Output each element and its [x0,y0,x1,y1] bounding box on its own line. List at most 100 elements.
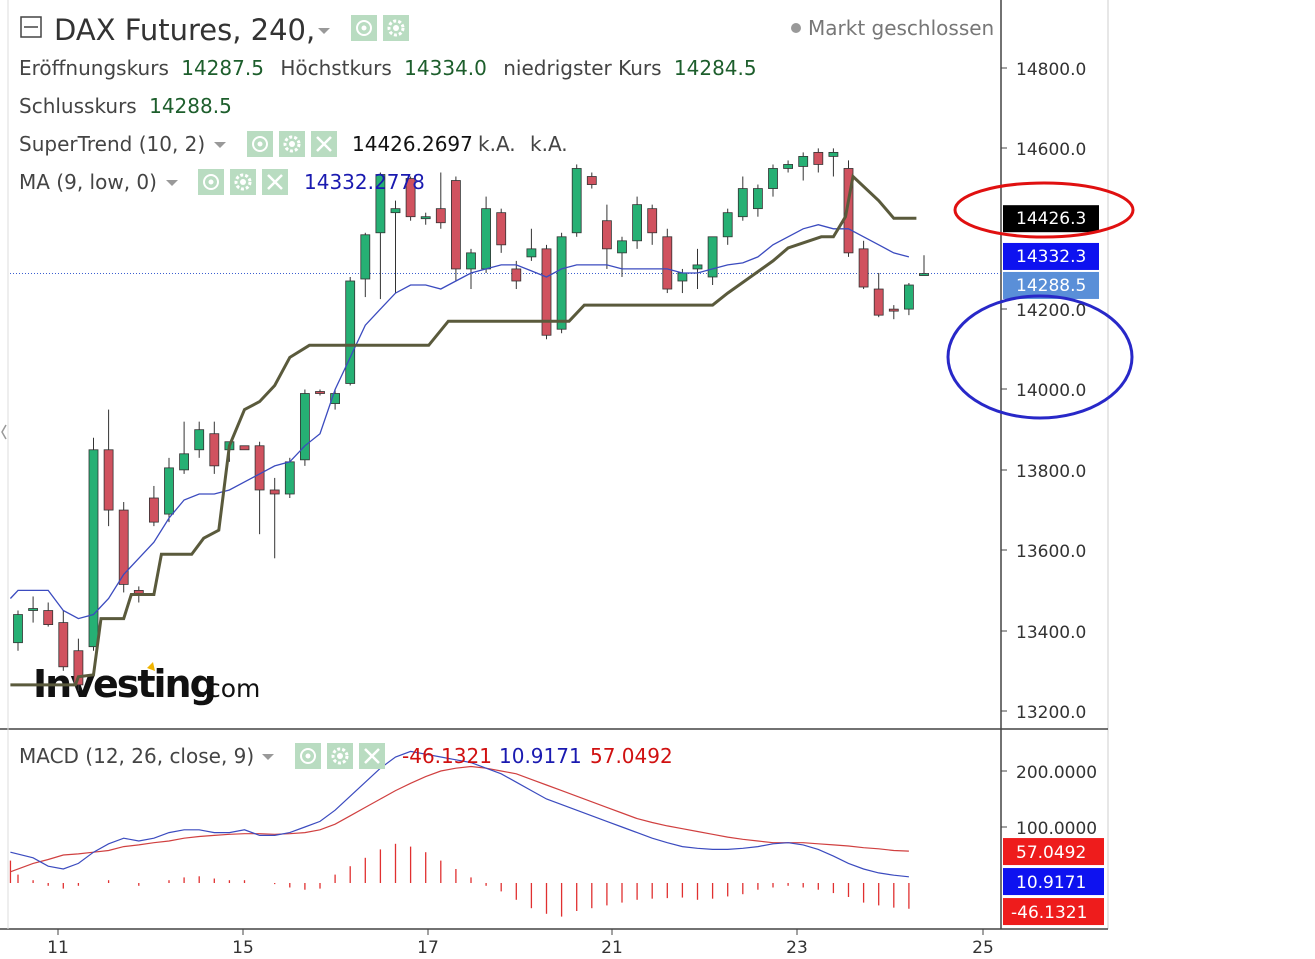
candle-up [481,208,492,270]
candle-down [435,208,446,224]
candle-up [526,248,537,258]
ma-eye-icon[interactable] [198,169,224,195]
macd-tick-label: 100.0000 [1016,819,1097,839]
ma-dropdown-icon[interactable] [166,180,178,186]
candles-layer [13,148,929,691]
candle-up [798,156,809,167]
price-label-ma: 14332.3 [1003,242,1099,270]
macd-axis[interactable]: 200.0000 100.0000 [1001,763,1097,839]
candle-down [586,176,597,185]
macd-label-bg [1003,898,1104,926]
candle-up [299,393,310,461]
price-label-text: 14332.3 [1016,247,1086,267]
candle-up [768,168,778,189]
candle-down [239,445,250,451]
macd-label: MACD (12, 26, close, 9) [19,744,254,768]
candle-up [179,453,190,471]
macd-line [10,750,909,878]
candle-up [707,236,718,278]
supertrend-gear-icon[interactable] [279,131,305,157]
low-value: 14284.5 [674,56,757,80]
price-label-supertrend: 14426.3 [1003,205,1099,233]
ohlc-line: Eröffnungskurs 14287.5 Höchstkurs 14334.… [19,56,757,80]
low-label: niedrigster Kurs [503,56,661,80]
candle-up [828,151,839,157]
candle-up [919,273,929,276]
candle-up [330,393,341,404]
high-value: 14334.0 [404,56,487,80]
annotation-blue-ellipse [946,294,1134,420]
supertrend-dropdown-icon[interactable] [214,142,226,148]
price-tick-label: 13600.0 [1016,542,1086,562]
annotation-red-ellipse [953,181,1135,239]
candle-down [496,212,507,246]
ma-label: MA (9, low, 0) [19,170,157,194]
macd-eye-icon[interactable] [295,743,321,769]
ma-gear-icon[interactable] [230,169,256,195]
candle-up [753,188,763,210]
price-label-bg [1003,205,1099,233]
symbol-header[interactable]: DAX Futures, 240, [20,13,409,47]
market-status-dot-icon [791,23,801,33]
macd-line-value: 10.9171 [499,744,582,768]
macd-label-text: 57.0492 [1016,843,1086,863]
price-tick-label: 13200.0 [1016,703,1086,723]
macd-close-icon[interactable] [359,743,385,769]
time-axis[interactable]: 11 15 17 21 23 25 [47,929,994,958]
candle-up [617,240,627,254]
time-tick-label: 23 [786,938,808,958]
macd-label-text: 10.9171 [1016,873,1086,893]
collapse-icon[interactable] [20,16,42,38]
candle-down [873,288,884,316]
candle-up [783,164,793,169]
macd-label-macd: 10.9171 [1003,868,1104,896]
macd-hist-value: -46.1321 [402,744,492,768]
candle-up [466,252,476,270]
supertrend-na-1: k.A. [478,132,516,156]
title-eye-icon[interactable] [351,15,377,41]
candle-up [345,280,356,384]
lines-layer [9,173,917,687]
macd-legend[interactable]: MACD (12, 26, close, 9) -46.1321 10.9171… [19,743,673,769]
ma-value: 14332.2778 [304,170,425,194]
price-axis[interactable]: 14800.0 14600.0 14200.0 14000.0 13800.0 … [1001,60,1086,723]
time-tick-label: 15 [232,938,254,958]
candle-up [284,461,295,495]
title-gear-icon[interactable] [383,15,409,41]
left-edge-arrow-icon[interactable] [1,424,7,440]
candle-up [677,272,688,282]
candle-up [571,168,582,234]
candle-down [813,151,824,165]
macd-tick-label: 200.0000 [1016,763,1097,783]
candle-down [43,610,54,625]
candle-up [420,216,431,220]
time-tick-label: 21 [601,938,623,958]
candle-up [375,174,386,234]
candle-down [858,248,869,288]
supertrend-eye-icon[interactable] [247,131,273,157]
price-tick-label: 13800.0 [1016,462,1086,482]
title-dropdown-icon[interactable] [318,28,330,34]
close-label: Schlusskurs [19,94,137,118]
candle-down [315,391,325,394]
candle-down [148,497,159,523]
ma-legend[interactable]: MA (9, low, 0) 14332.2778 [19,169,425,195]
candle-up [904,284,914,310]
ma-close-icon[interactable] [262,169,288,195]
supertrend-close-icon[interactable] [311,131,337,157]
supertrend-legend[interactable]: SuperTrend (10, 2) 14426.2697 k.A. k.A. [19,131,568,157]
time-tick-label: 17 [417,938,439,958]
candle-down [118,509,129,585]
macd-gear-icon[interactable] [327,743,353,769]
macd-layer [9,750,910,917]
macd-signal-value: 57.0492 [590,744,673,768]
candle-down [602,220,612,250]
candle-down [541,248,552,336]
price-label-bg [1003,271,1099,299]
macd-dropdown-icon[interactable] [262,754,274,760]
price-tick-label: 14800.0 [1016,60,1086,80]
ma-line [9,224,910,620]
candle-up [692,264,703,270]
candle-down [647,208,658,234]
